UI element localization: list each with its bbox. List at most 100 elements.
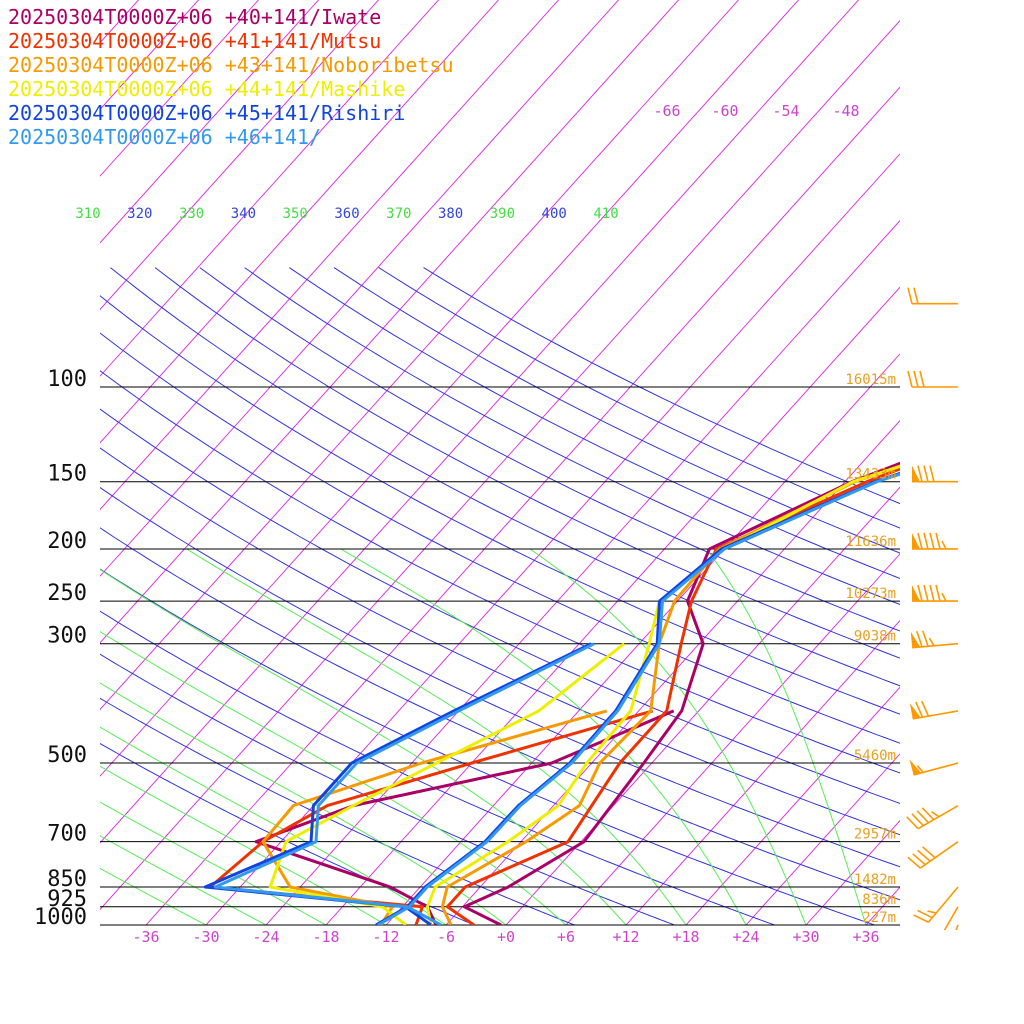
isotherm-top-label: -54 — [772, 102, 799, 120]
pressure-label: 925 — [47, 887, 87, 912]
wind-barb-staff — [912, 710, 959, 720]
moist-adiabat-line — [100, 682, 507, 925]
moist-adiabat-line — [100, 835, 267, 925]
wind-barb — [912, 532, 958, 550]
height-label: 2957m — [854, 827, 896, 843]
temperature-line-series-3 — [425, 464, 900, 925]
pressure-label: 200 — [47, 529, 87, 554]
legend: 20250304T0000Z+06 +40+141/Iwate 20250304… — [8, 5, 454, 149]
dry-adiabat-line — [100, 332, 900, 744]
isotherm-line — [445, 419, 900, 925]
isotherm-line — [685, 686, 900, 925]
isotherm-line — [145, 86, 900, 925]
legend-entry-mutsu: 20250304T0000Z+06 +41+141/Mutsu — [8, 29, 382, 53]
dry-adiabat-line — [100, 408, 900, 804]
theta-label: 390 — [490, 206, 515, 222]
wind-barb-feather — [928, 637, 935, 647]
dry-adiabat-line — [100, 486, 900, 868]
wind-barb-staff — [913, 762, 959, 776]
wind-barb-feather — [917, 909, 933, 919]
isotherm-line — [100, 0, 679, 644]
theta-label: 370 — [386, 206, 411, 222]
wind-barb-feather — [929, 532, 935, 550]
wind-barb-feather — [929, 584, 935, 602]
wind-barb-feather — [917, 532, 923, 550]
wind-barb-pennant — [912, 532, 920, 549]
height-label: 5460m — [854, 748, 896, 764]
x-tick-label: -36 — [132, 928, 159, 946]
wind-barb — [909, 759, 959, 776]
moist-adiabat-line — [100, 801, 327, 925]
height-label: 1482m — [854, 872, 896, 888]
wind-barb-feather — [935, 532, 941, 550]
pressure-label: 500 — [47, 743, 87, 768]
height-label: 836m — [862, 892, 896, 908]
theta-label: 400 — [542, 206, 567, 222]
legend-entry-rishiri: 20250304T0000Z+06 +45+141/Rishiri — [8, 101, 406, 125]
theta-label: 320 — [127, 206, 152, 222]
x-tick-label: +12 — [612, 928, 639, 946]
isotherm-top-label: -60 — [711, 102, 738, 120]
pressure-label: 150 — [47, 462, 87, 487]
wind-barb — [912, 465, 958, 483]
wind-barb-feather — [921, 700, 930, 717]
x-tick-label: -30 — [192, 928, 219, 946]
wind-barb-pennant — [909, 703, 921, 719]
isobars — [100, 386, 900, 926]
isotherm-line — [805, 819, 900, 925]
isotherm-line — [865, 886, 900, 925]
moist-adiabat-line — [340, 548, 747, 925]
dry-adiabat-line — [100, 370, 900, 774]
pressure-label: 100 — [47, 367, 87, 392]
legend-entry-site-46-141: 20250304T0000Z+06 +46+141/ — [8, 125, 322, 149]
theta-label: 340 — [231, 206, 256, 222]
isotherm-line — [625, 619, 900, 925]
wind-barb-feather — [907, 856, 921, 869]
wind-barb-feather — [923, 584, 929, 602]
theta-label: 410 — [593, 206, 618, 222]
wind-barb-feather — [907, 370, 913, 388]
legend-entry-mashike: 20250304T0000Z+06 +44+141/Mashike — [8, 77, 406, 101]
height-label: 11636m — [845, 534, 896, 550]
temperature-line-series-5 — [377, 472, 900, 925]
isotherm-top-label: -48 — [832, 102, 859, 120]
wind-barb — [913, 886, 959, 923]
wind-barb-feather — [906, 816, 919, 830]
wind-barb-feather — [917, 465, 923, 482]
isotherm-line — [565, 553, 900, 925]
dewpoint-line-series-2 — [261, 709, 608, 925]
dry-adiabat-line — [378, 267, 900, 529]
isotherm-line — [100, 0, 259, 177]
wind-barb — [909, 700, 959, 720]
wind-barb-staff — [943, 906, 959, 930]
moist-adiabat-line — [529, 548, 807, 925]
theta-label: 380 — [438, 206, 463, 222]
dry-adiabat-line — [100, 295, 900, 715]
height-label: 227m — [862, 910, 896, 926]
wind-barb-pennant — [910, 631, 921, 648]
pressure-label: 850 — [47, 867, 87, 892]
x-tick-label: -18 — [312, 928, 339, 946]
wind-barb-feather — [916, 810, 930, 824]
sounding-profiles — [203, 461, 900, 925]
pressure-label: 1000 — [34, 905, 87, 930]
height-label: 9038m — [854, 629, 896, 645]
wind-barb-feather — [921, 807, 935, 821]
x-tick-label: -12 — [372, 928, 399, 946]
moist-adiabat-line — [100, 726, 447, 925]
dry-adiabat-line — [100, 447, 900, 836]
isotherm-line — [100, 19, 900, 911]
wind-barb — [907, 370, 958, 388]
wind-barb-feather — [916, 765, 924, 773]
temperature-line-series-0 — [462, 461, 900, 925]
wind-barb-feather — [927, 910, 937, 914]
moist-adiabat-line — [100, 630, 567, 925]
isotherm-line — [745, 753, 900, 925]
wind-barb-feather — [931, 811, 940, 818]
wind-barb — [912, 584, 958, 602]
pressure-label: 700 — [47, 822, 87, 847]
wind-barb-feather — [923, 465, 929, 482]
dry-adiabat-line — [100, 610, 776, 925]
